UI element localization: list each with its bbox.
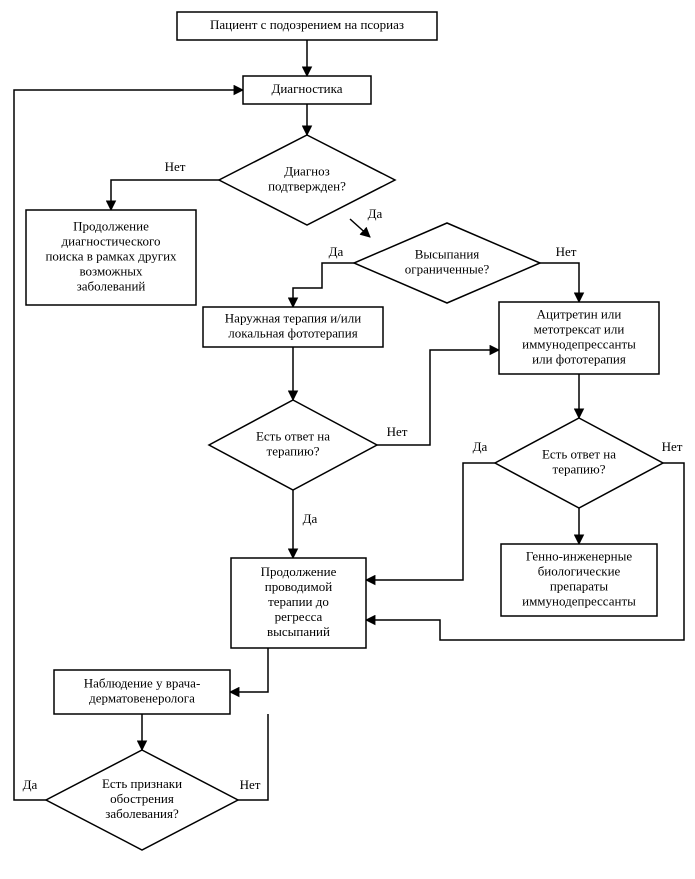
node-label-n12-0: Наблюдение у врача-	[84, 675, 201, 690]
edge-label-e12: Нет	[662, 439, 683, 454]
node-label-n12-1: дерматовенеролога	[89, 690, 195, 705]
node-label-n11-3: регресса	[275, 609, 323, 624]
node-n9: Есть ответ натерапию?	[495, 418, 663, 508]
node-label-n13-2: заболевания?	[105, 806, 179, 821]
node-label-n10-1: биологические	[538, 563, 621, 578]
edge-label-e5: Да	[329, 244, 344, 259]
node-label-n7-0: Ацитретин или	[537, 306, 622, 321]
node-n7: Ацитретин илиметотрексат илииммунодепрес…	[499, 302, 659, 374]
node-label-n7-2: иммунодепрессанты	[522, 336, 636, 351]
node-label-n6-0: Наружная терапия и/или	[225, 310, 361, 325]
node-n10: Генно-инженерныебиологическиепрепаратыим…	[501, 544, 657, 616]
edge-e3	[111, 180, 219, 210]
edge-e5	[293, 263, 354, 307]
node-label-n7-3: или фототерапия	[532, 351, 626, 366]
edge-e11	[366, 463, 495, 580]
edge-label-e4: Да	[368, 206, 383, 221]
node-label-n6-1: локальная фототерапия	[228, 325, 357, 340]
nodes-layer: Пациент с подозрением на псориаз Диагност…	[26, 12, 663, 850]
node-label-n5-0: Высыпания	[415, 246, 480, 261]
node-label-n4-1: диагностического	[62, 233, 161, 248]
node-label-n8-0: Есть ответ на	[256, 428, 330, 443]
flowchart-canvas: НетДаДаНетНетДаДаНетДаНетПациент с подоз…	[0, 0, 695, 879]
node-label-n1-0: Пациент с подозрением на псориаз	[210, 17, 404, 32]
edge-label-e3: Нет	[165, 159, 186, 174]
edge-e6	[540, 263, 579, 302]
edge-label-e9: Нет	[387, 424, 408, 439]
node-n1: Пациент с подозрением на псориаз	[177, 12, 437, 40]
edge-e4	[350, 219, 370, 237]
node-n4: Продолжениедиагностическогопоиска в рамк…	[26, 210, 196, 305]
node-label-n4-0: Продолжение	[73, 218, 149, 233]
node-n12: Наблюдение у врача-дерматовенеролога	[54, 670, 230, 714]
edge-e14	[230, 648, 268, 692]
node-label-n13-0: Есть признаки	[102, 776, 182, 791]
node-n11: Продолжениепроводимойтерапии дорегрессав…	[231, 558, 366, 648]
edge-label-e6: Нет	[556, 244, 577, 259]
node-label-n5-1: ограниченные?	[405, 261, 490, 276]
node-label-n2-0: Диагностика	[271, 81, 342, 96]
node-label-n10-2: препараты	[550, 578, 609, 593]
edge-label-e10: Да	[303, 511, 318, 526]
node-n2: Диагностика	[243, 76, 371, 104]
node-label-n10-3: иммунодепрессанты	[522, 593, 636, 608]
node-n5: Высыпанияограниченные?	[354, 223, 540, 303]
node-label-n3-0: Диагноз	[284, 163, 330, 178]
node-label-n11-4: высыпаний	[267, 624, 330, 639]
node-label-n13-1: обострения	[110, 791, 174, 806]
node-label-n11-0: Продолжение	[261, 564, 337, 579]
node-label-n9-0: Есть ответ на	[542, 446, 616, 461]
edge-label-e11: Да	[473, 439, 488, 454]
node-n13: Есть признакиобострениязаболевания?	[46, 750, 238, 850]
node-label-n10-0: Генно-инженерные	[526, 548, 632, 563]
node-label-n8-1: терапию?	[267, 443, 320, 458]
edge-label-e17: Нет	[240, 777, 261, 792]
node-label-n9-1: терапию?	[553, 461, 606, 476]
node-label-n11-2: терапии до	[268, 594, 329, 609]
node-label-n3-1: подтвержден?	[268, 178, 346, 193]
node-n6: Наружная терапия и/илилокальная фототера…	[203, 307, 383, 347]
node-label-n4-2: поиска в рамках других	[45, 248, 177, 263]
node-label-n4-4: заболеваний	[77, 278, 146, 293]
node-label-n11-1: проводимой	[265, 579, 332, 594]
node-label-n4-3: возможных	[79, 263, 143, 278]
edge-label-e16: Да	[23, 777, 38, 792]
node-n8: Есть ответ натерапию?	[209, 400, 377, 490]
node-label-n7-1: метотрексат или	[534, 321, 625, 336]
